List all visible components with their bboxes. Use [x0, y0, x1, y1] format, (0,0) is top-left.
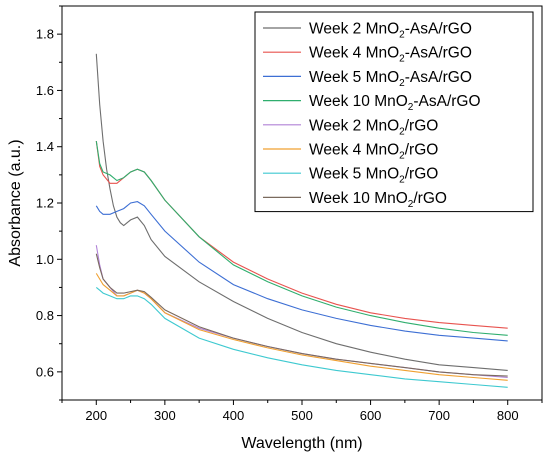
series-line-7 [95, 286, 508, 388]
legend-label: Week 4 MnO2/rGO [309, 142, 438, 162]
x-tick-label: 200 [85, 408, 107, 423]
y-tick-label: 0.6 [36, 364, 54, 379]
series-line-8 [95, 253, 508, 377]
legend-label: Week 10 MnO2/rGO [309, 190, 447, 210]
y-axis-title: Absorbance (a.u.) [7, 139, 24, 266]
x-axis-title: Wavelength (nm) [241, 435, 362, 452]
legend-label: Week 2 MnO2/rGO [309, 117, 438, 137]
y-axis-ticks: 0.6 0.8 1.0 1.2 1.4 1.6 1.8 [36, 5, 62, 401]
legend-box [254, 11, 534, 213]
legend-label: Week 5 MnO2/rGO [309, 166, 438, 186]
legend: Week 2 MnO2-AsA/rGO Week 4 MnO2-AsA/rGO We… [254, 11, 534, 213]
series-line-6 [95, 273, 508, 381]
legend-label: Week 10 MnO2-AsA/rGO [309, 93, 481, 113]
legend-label: Week 4 MnO2-AsA/rGO [309, 45, 472, 65]
x-tick-label: 700 [428, 408, 450, 423]
series-line-4 [95, 141, 508, 336]
legend-label: Week 5 MnO2-AsA/rGO [309, 69, 472, 89]
y-tick-label: 1.2 [36, 196, 54, 211]
x-tick-label: 500 [291, 408, 313, 423]
legend-label: Week 2 MnO2-AsA/rGO [309, 21, 472, 41]
x-tick-label: 800 [497, 408, 519, 423]
x-axis-ticks: 200 300 400 500 600 700 800 [61, 400, 543, 423]
series-line-1 [95, 53, 508, 371]
x-tick-label: 300 [154, 408, 176, 423]
y-tick-label: 1.8 [36, 27, 54, 42]
plot-lines [95, 53, 508, 388]
y-tick-label: 1.4 [36, 139, 54, 154]
y-tick-label: 1.6 [36, 83, 54, 98]
x-tick-label: 400 [223, 408, 245, 423]
series-line-3 [95, 201, 508, 342]
y-tick-label: 0.8 [36, 308, 54, 323]
y-tick-label: 1.0 [36, 252, 54, 267]
x-tick-label: 600 [360, 408, 382, 423]
